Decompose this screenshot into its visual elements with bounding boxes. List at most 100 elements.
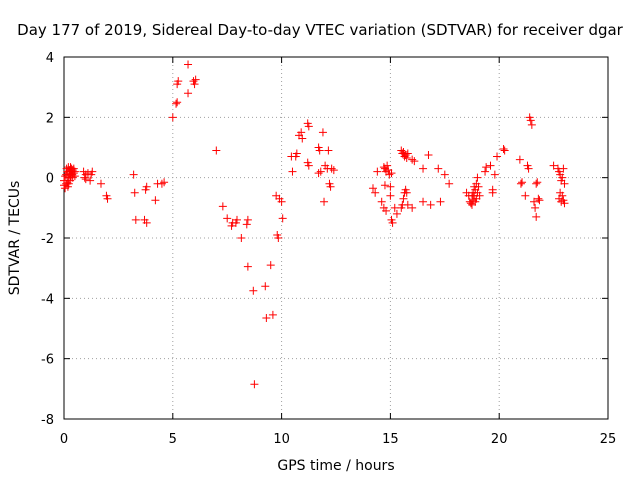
- data-point: [410, 157, 419, 166]
- data-point: [298, 134, 307, 143]
- data-point: [142, 218, 151, 227]
- data-point: [533, 178, 542, 187]
- y-tick-label: 2: [46, 111, 54, 126]
- y-tick-label: -2: [41, 232, 54, 247]
- data-point: [440, 170, 449, 179]
- data-point: [534, 194, 543, 203]
- data-point: [131, 215, 140, 224]
- data-point: [243, 215, 252, 224]
- x-tick-label: 25: [600, 432, 617, 447]
- data-point: [527, 120, 536, 129]
- data-point: [168, 113, 177, 122]
- data-point: [96, 179, 105, 188]
- data-point: [373, 167, 382, 176]
- data-point: [318, 128, 327, 137]
- data-point: [499, 145, 508, 154]
- data-point: [88, 167, 97, 176]
- data-point: [86, 176, 95, 185]
- data-point: [266, 261, 275, 270]
- data-point: [535, 196, 544, 205]
- data-point: [424, 151, 433, 160]
- data-point: [530, 197, 539, 206]
- data-point: [83, 169, 92, 178]
- data-point: [386, 191, 395, 200]
- data-point: [314, 169, 323, 178]
- data-point: [70, 172, 79, 181]
- y-axis-label: SDTVAR / TECUs: [7, 181, 23, 296]
- data-point: [160, 178, 169, 187]
- x-tick-label: 0: [60, 432, 68, 447]
- x-tick-label: 10: [273, 432, 290, 447]
- x-tick-label: 20: [491, 432, 508, 447]
- data-point: [408, 203, 417, 212]
- data-point: [277, 197, 286, 206]
- data-point: [261, 282, 270, 291]
- data-point: [242, 220, 251, 229]
- data-point: [129, 170, 138, 179]
- y-tick-label: -4: [41, 292, 54, 307]
- data-point: [526, 116, 535, 125]
- data-point: [475, 191, 484, 200]
- data-point: [297, 128, 306, 137]
- data-point: [500, 146, 509, 155]
- data-point: [388, 218, 397, 227]
- data-point: [243, 262, 252, 271]
- data-point: [403, 200, 412, 209]
- data-point: [320, 197, 329, 206]
- y-tick-label: 4: [46, 51, 54, 66]
- data-point: [191, 75, 200, 84]
- data-point: [377, 197, 386, 206]
- data-point: [493, 152, 502, 161]
- data-point: [316, 167, 325, 176]
- data-point: [558, 173, 567, 182]
- data-point: [130, 188, 139, 197]
- data-point: [436, 197, 445, 206]
- data-point: [382, 206, 391, 215]
- data-point: [402, 188, 411, 197]
- data-point: [262, 313, 271, 322]
- gridlines: [64, 57, 608, 419]
- data-points: [60, 60, 569, 389]
- data-point: [549, 161, 558, 170]
- data-point: [324, 146, 333, 155]
- data-point: [399, 194, 408, 203]
- data-point: [560, 179, 569, 188]
- data-point: [387, 169, 396, 178]
- data-point: [379, 163, 388, 172]
- data-point: [304, 161, 313, 170]
- data-point: [403, 149, 412, 158]
- data-point: [278, 214, 287, 223]
- x-tick-label: 15: [382, 432, 399, 447]
- data-point: [268, 310, 277, 319]
- data-point: [172, 99, 181, 108]
- data-point: [532, 212, 541, 221]
- data-point: [482, 163, 491, 172]
- y-tick-label: -6: [41, 353, 54, 368]
- data-point: [560, 199, 569, 208]
- data-point: [386, 182, 395, 191]
- data-point: [531, 203, 540, 212]
- y-tick-label: 0: [46, 172, 54, 187]
- data-point: [515, 155, 524, 164]
- data-point: [274, 234, 283, 242]
- x-tick-label: 5: [169, 432, 177, 447]
- data-point: [383, 161, 392, 170]
- data-point: [524, 164, 533, 173]
- data-point: [474, 182, 483, 191]
- data-point: [329, 166, 338, 175]
- data-point: [488, 188, 497, 197]
- data-point: [174, 77, 183, 86]
- chart-title: Day 177 of 2019, Sidereal Day-to-day VTE…: [17, 21, 624, 39]
- data-point: [81, 175, 90, 184]
- data-point: [559, 164, 568, 173]
- data-point: [371, 188, 380, 197]
- data-point: [532, 179, 541, 188]
- data-point: [490, 170, 499, 179]
- data-point: [250, 380, 259, 389]
- data-point: [473, 173, 482, 182]
- data-point: [419, 197, 428, 206]
- data-point: [445, 179, 454, 188]
- data-point: [223, 214, 232, 223]
- data-point: [419, 164, 428, 173]
